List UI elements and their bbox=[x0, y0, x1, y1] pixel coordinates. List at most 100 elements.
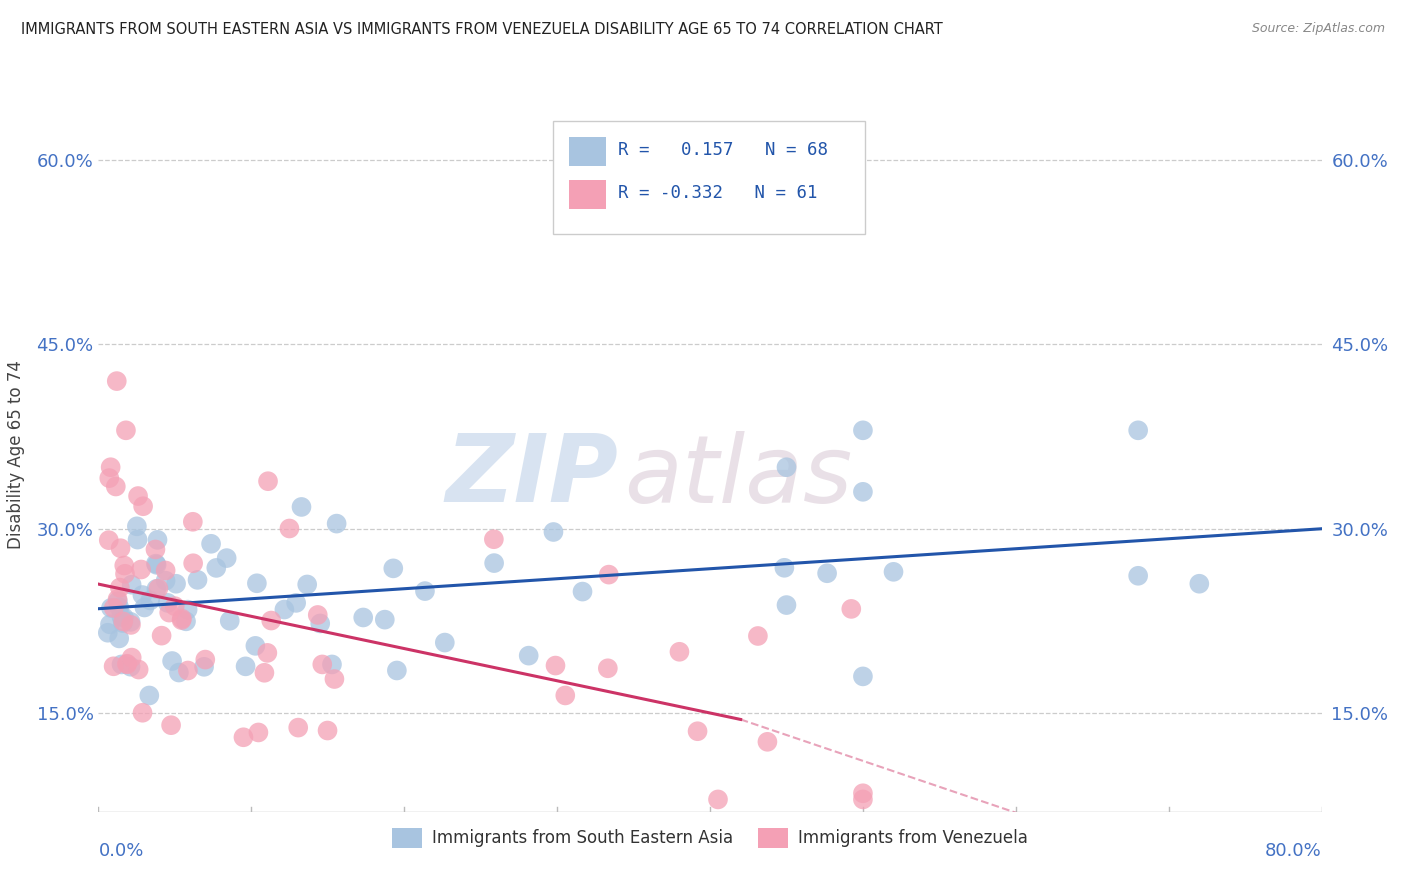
Point bbox=[139, 593, 162, 607]
Point bbox=[852, 669, 875, 683]
Point bbox=[157, 606, 180, 620]
Point bbox=[235, 659, 257, 673]
Point bbox=[146, 533, 169, 547]
Point bbox=[156, 596, 179, 610]
Point bbox=[111, 616, 134, 631]
Point bbox=[433, 635, 456, 649]
Point bbox=[385, 664, 408, 678]
Point bbox=[174, 615, 197, 629]
FancyBboxPatch shape bbox=[569, 137, 606, 166]
Point bbox=[100, 460, 122, 475]
Point bbox=[668, 645, 690, 659]
Point bbox=[1128, 423, 1150, 437]
Point bbox=[1188, 576, 1211, 591]
Point bbox=[554, 689, 576, 703]
Point bbox=[112, 615, 135, 629]
FancyBboxPatch shape bbox=[569, 180, 606, 209]
Point bbox=[321, 657, 343, 672]
Point bbox=[382, 561, 405, 575]
Point bbox=[852, 484, 875, 499]
Point bbox=[127, 533, 149, 547]
Point bbox=[177, 664, 200, 678]
Point bbox=[131, 706, 153, 720]
Point bbox=[103, 601, 125, 615]
Point bbox=[170, 613, 193, 627]
Point bbox=[686, 724, 709, 739]
Point bbox=[127, 489, 149, 503]
Point bbox=[107, 592, 129, 607]
Text: ZIP: ZIP bbox=[446, 430, 619, 523]
Point bbox=[325, 516, 347, 531]
Point bbox=[775, 460, 797, 475]
Point bbox=[145, 558, 167, 572]
Point bbox=[245, 639, 267, 653]
Point bbox=[775, 598, 797, 612]
Point bbox=[148, 582, 170, 596]
Point bbox=[110, 657, 132, 672]
Point bbox=[100, 601, 122, 615]
Point bbox=[316, 723, 339, 738]
Text: 80.0%: 80.0% bbox=[1265, 842, 1322, 861]
Point bbox=[108, 600, 131, 615]
Point bbox=[253, 665, 276, 680]
Point bbox=[145, 582, 167, 596]
Point bbox=[218, 614, 240, 628]
Point bbox=[278, 521, 301, 535]
Point bbox=[110, 541, 132, 556]
Point bbox=[112, 558, 135, 573]
Point bbox=[114, 566, 136, 581]
Point bbox=[413, 584, 436, 599]
Point bbox=[170, 612, 193, 626]
Point bbox=[571, 584, 593, 599]
Point bbox=[120, 615, 142, 629]
Point bbox=[543, 524, 565, 539]
Point bbox=[352, 610, 374, 624]
Point bbox=[129, 562, 152, 576]
Point bbox=[112, 610, 135, 624]
Point bbox=[128, 663, 150, 677]
Point bbox=[309, 616, 332, 631]
Point bbox=[194, 652, 217, 666]
Point bbox=[103, 659, 125, 673]
Point bbox=[193, 660, 215, 674]
Point bbox=[145, 542, 167, 557]
Point bbox=[852, 423, 875, 437]
Point bbox=[181, 515, 204, 529]
Point bbox=[482, 533, 505, 547]
Point bbox=[115, 423, 138, 437]
Point bbox=[120, 618, 142, 632]
Point bbox=[98, 471, 121, 485]
Point bbox=[107, 594, 129, 608]
Point bbox=[482, 556, 505, 570]
Point bbox=[756, 735, 779, 749]
Point bbox=[287, 721, 309, 735]
Point bbox=[132, 500, 155, 514]
Point bbox=[138, 689, 160, 703]
Point bbox=[773, 561, 796, 575]
Point bbox=[115, 657, 138, 672]
Point bbox=[273, 602, 295, 616]
Point bbox=[160, 654, 183, 668]
Point bbox=[852, 786, 875, 800]
Point bbox=[260, 614, 283, 628]
Point bbox=[110, 609, 132, 624]
Point bbox=[747, 629, 769, 643]
Point bbox=[125, 519, 148, 533]
Point bbox=[544, 658, 567, 673]
Point bbox=[108, 632, 131, 646]
Point bbox=[145, 557, 167, 571]
Point bbox=[323, 672, 346, 686]
Point bbox=[150, 629, 173, 643]
Point bbox=[517, 648, 540, 663]
Y-axis label: Disability Age 65 to 74: Disability Age 65 to 74 bbox=[7, 360, 25, 549]
FancyBboxPatch shape bbox=[554, 121, 865, 234]
Text: R = -0.332   N = 61: R = -0.332 N = 61 bbox=[619, 184, 818, 202]
Point bbox=[134, 600, 156, 615]
Point bbox=[256, 646, 278, 660]
Point bbox=[883, 565, 905, 579]
Point bbox=[108, 581, 131, 595]
Text: R =   0.157   N = 68: R = 0.157 N = 68 bbox=[619, 141, 828, 159]
Point bbox=[596, 661, 619, 675]
Point bbox=[176, 602, 198, 616]
Point bbox=[98, 617, 121, 632]
